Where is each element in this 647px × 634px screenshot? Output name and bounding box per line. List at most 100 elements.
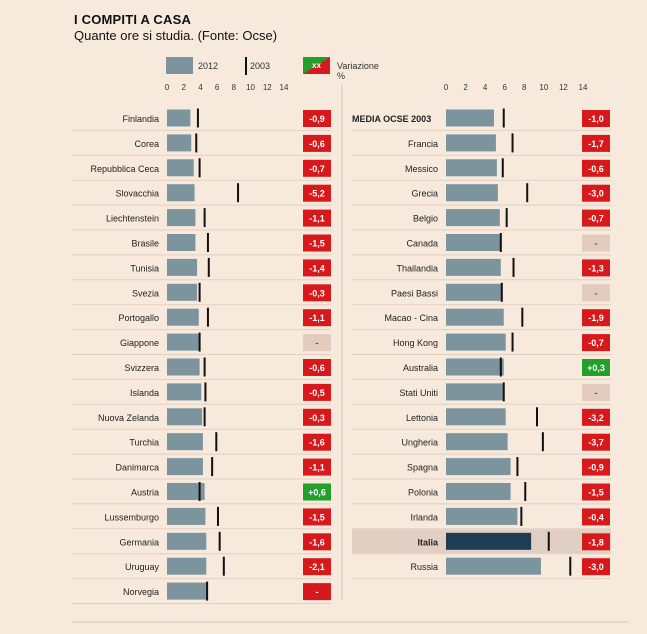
right-tick-2003 [500, 282, 503, 302]
right-tick-label: 0 [444, 83, 449, 92]
right-variation-label: -1,8 [588, 537, 604, 547]
left-bar-2012 [167, 458, 203, 476]
left-tick-2003 [203, 407, 206, 427]
left-category-label: Turchia [129, 438, 159, 448]
left-variation-box [303, 508, 331, 526]
right-variation-label: -0,7 [588, 214, 604, 224]
right-category-label: Paesi Bassi [391, 288, 438, 298]
right-variation-box [582, 234, 610, 252]
left-bar-2012 [167, 234, 196, 251]
left-bar-2012 [167, 507, 206, 525]
right-tick-2003 [516, 457, 519, 477]
left-bar-2012 [167, 209, 196, 227]
left-category-label: Islanda [130, 388, 159, 398]
legend-variation-label: Variazione % [337, 61, 379, 81]
left-variation-label: +0,6 [308, 488, 326, 498]
right-variation-box [582, 284, 610, 302]
right-variation-label: -3,2 [588, 413, 604, 423]
left-variation-box [303, 533, 331, 551]
right-category-label: Ungheria [401, 438, 438, 448]
right-tick-2003 [526, 183, 529, 203]
right-bar-2012 [446, 308, 504, 326]
left-variation-label: -0,5 [309, 388, 325, 398]
left-variation-label: -0,3 [309, 288, 325, 298]
left-bar-2012 [167, 184, 195, 202]
right-category-label: Messico [405, 164, 438, 174]
right-bar-2012 [446, 234, 501, 251]
right-category-label: Hong Kong [393, 338, 438, 348]
right-bar-2012 [446, 507, 518, 525]
left-variation-label: -2,1 [309, 562, 325, 572]
left-bar-2012 [167, 283, 198, 301]
left-variation-box [303, 359, 331, 376]
left-variation-label: -1,4 [309, 263, 325, 273]
left-variation-box [303, 408, 331, 426]
left-variation-label: -5,2 [309, 189, 325, 199]
left-variation-box [303, 184, 331, 202]
legend-swatch-2012 [166, 57, 193, 74]
right-bar-2012 [446, 458, 511, 476]
left-category-label: Liechtenstein [106, 214, 159, 224]
right-tick-2003 [520, 506, 523, 526]
right-bar-2012 [446, 532, 532, 550]
left-bar-2012 [167, 333, 200, 351]
right-bar-2012 [446, 109, 494, 127]
right-tick-label: 2 [463, 83, 468, 92]
left-category-label: Svizzera [124, 363, 159, 373]
right-variation-box [582, 159, 610, 177]
left-tick-2003 [195, 133, 198, 153]
left-category-label: Norvegia [123, 587, 159, 597]
right-tick-2003 [536, 407, 539, 427]
right-tick-2003 [505, 208, 508, 228]
right-tick-label: 10 [539, 83, 548, 92]
right-bar-2012 [446, 283, 502, 301]
right-variation-box [582, 110, 610, 127]
left-category-label: Austria [131, 488, 159, 498]
right-tick-2003 [511, 133, 514, 153]
right-tick-label: 8 [522, 83, 527, 92]
left-bar-2012 [167, 358, 200, 376]
left-bar-2012 [167, 109, 191, 127]
left-variation-label: - [316, 338, 319, 348]
left-tick-2003 [203, 208, 206, 228]
right-variation-label: - [595, 239, 598, 249]
right-category-label: Macao - Cina [384, 313, 438, 323]
left-variation-label: -0,6 [309, 363, 325, 373]
right-variation-box [582, 483, 610, 501]
right-variation-box [582, 134, 610, 152]
right-variation-label: -3,0 [588, 562, 604, 572]
left-tick-2003 [237, 183, 240, 203]
right-category-label: Russia [410, 562, 438, 572]
right-variation-label: -0,6 [588, 164, 604, 174]
right-category-label: Grecia [411, 189, 438, 199]
left-category-label: Giappone [120, 338, 159, 348]
right-tick-2003 [541, 432, 544, 452]
left-variation-box [303, 159, 331, 177]
left-variation-box [303, 234, 331, 252]
right-bar-2012 [446, 159, 497, 177]
right-tick-2003 [499, 233, 502, 252]
right-variation-label: -0,4 [588, 512, 604, 522]
left-category-label: Lussemburgo [104, 512, 159, 522]
left-variation-box [303, 209, 331, 227]
left-category-label: Uruguay [125, 562, 160, 572]
left-bar-2012 [167, 483, 205, 500]
left-tick-2003 [204, 382, 207, 402]
right-variation-box [582, 433, 610, 451]
left-bar-2012 [167, 557, 207, 575]
right-bar-2012 [446, 258, 501, 276]
left-tick-label: 4 [198, 83, 203, 92]
right-variation-label: -1,0 [588, 114, 604, 124]
left-category-label: Portogallo [118, 313, 159, 323]
left-bar-2012 [167, 408, 203, 426]
right-variation-box [582, 533, 610, 551]
left-tick-label: 6 [215, 83, 220, 92]
left-category-label: Danimarca [115, 463, 159, 473]
left-tick-2003 [211, 457, 214, 477]
left-bar-2012 [167, 134, 192, 152]
right-tick-2003 [521, 307, 524, 327]
left-variation-label: -1,1 [309, 313, 325, 323]
left-variation-box [303, 284, 331, 302]
left-variation-label: -1,6 [309, 537, 325, 547]
